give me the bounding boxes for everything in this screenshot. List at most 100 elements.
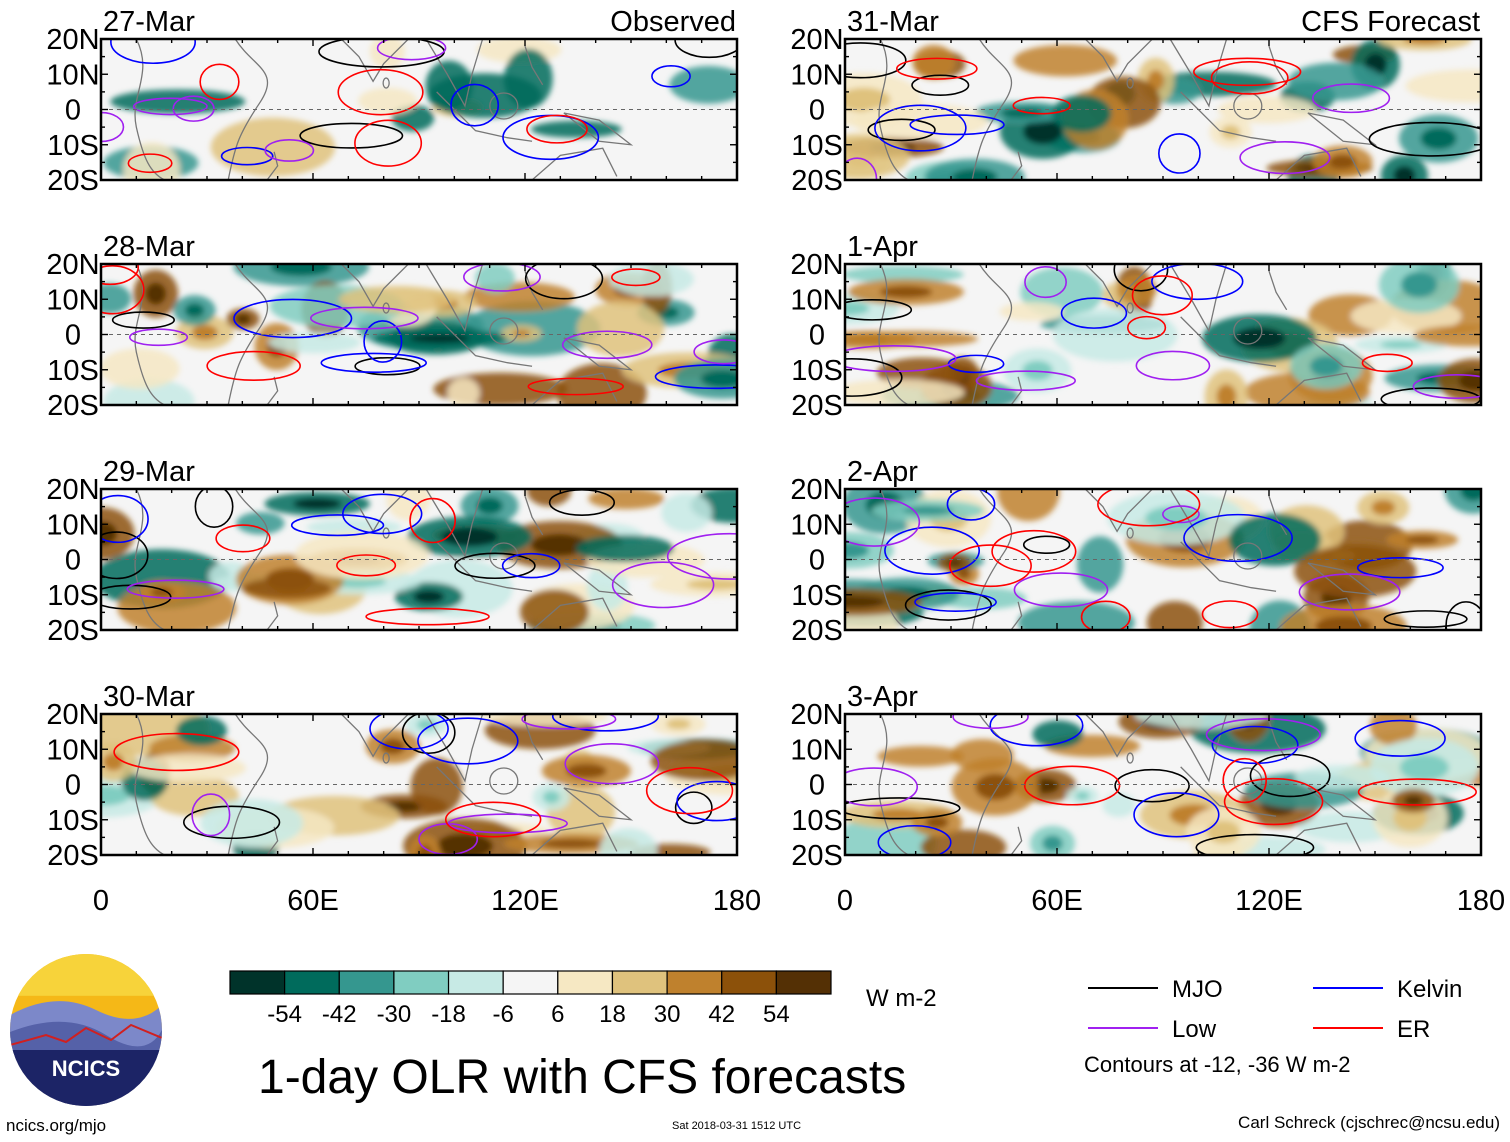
contour-low [1205, 718, 1322, 752]
contour-kelvin [233, 298, 353, 339]
contour-er [1131, 275, 1193, 316]
coast-madagascar [1010, 151, 1023, 180]
y-tick-label: 10S [47, 580, 99, 612]
contours [101, 489, 737, 626]
olr-blob-core [1420, 127, 1457, 150]
legend-label-kelvin: Kelvin [1397, 976, 1462, 1003]
contour-kelvin [654, 364, 737, 390]
coast-srilanka [1126, 752, 1134, 764]
contour-kelvin [501, 552, 561, 579]
contour-low [132, 97, 208, 116]
olr-blob-core [1328, 154, 1356, 170]
contour-kelvin [220, 146, 274, 166]
colorbar-swatch [393, 970, 450, 995]
olr-blob [427, 73, 542, 119]
coast-africa-east [227, 489, 268, 630]
colorbar-swatch [338, 970, 395, 995]
contour-er [1023, 765, 1121, 806]
contour-kelvin [989, 714, 1084, 747]
olr-blob [409, 835, 441, 855]
olr-shading [845, 714, 1481, 855]
contour-low [561, 330, 653, 360]
contour-low [666, 532, 737, 580]
olr-blob [845, 265, 964, 284]
contour-low [1412, 373, 1481, 400]
olr-blob [338, 285, 455, 314]
y-tick-label: 20N [790, 24, 843, 56]
olr-blob [1405, 69, 1481, 103]
contour-er [101, 264, 145, 315]
chart-title: 1-day OLR with CFS forecasts [258, 1051, 907, 1104]
contour-mjo [845, 299, 913, 321]
olr-blob-core [1042, 835, 1063, 852]
contour-er [1126, 315, 1167, 340]
footer-timestamp: Sat 2018-03-31 1512 UTC [672, 1120, 802, 1132]
coast-africa-east [971, 714, 1012, 855]
contour-er [1357, 778, 1477, 806]
contour-er [527, 377, 624, 396]
contour-kelvin [1211, 725, 1299, 765]
olr-blob [1228, 513, 1321, 567]
contour-mjo [867, 118, 936, 142]
logo-sun [10, 954, 162, 996]
olr-blob [1052, 307, 1178, 362]
colorbar-swatch [611, 970, 668, 995]
y-tick-label: 20N [46, 249, 99, 281]
contour-low [1298, 573, 1401, 611]
olr-blob [530, 120, 622, 138]
olr-blob-core [1458, 370, 1481, 391]
x-tick-label: 60E [287, 885, 339, 917]
coast-africa-west [878, 264, 909, 405]
olr-blob-core [1371, 499, 1395, 516]
olr-blob [1076, 536, 1124, 593]
y-tick-label: 20S [791, 390, 843, 422]
olr-blob [997, 489, 1060, 522]
olr-blob-core [666, 718, 691, 730]
coast-newguinea [563, 787, 634, 821]
olr-blob-core [380, 738, 406, 755]
olr-blob [101, 507, 135, 560]
contour-low [845, 767, 919, 807]
olr-blob-core [437, 833, 493, 855]
contour-kelvin [369, 714, 449, 750]
y-tick-label: 0 [809, 320, 825, 352]
coastlines [878, 39, 1378, 180]
x-tick-label: 120E [1235, 885, 1303, 917]
coast-philippines [524, 45, 544, 86]
contours-note: Contours at -12, -36 W m-2 [1084, 1052, 1351, 1077]
olr-blob-core [1403, 39, 1446, 45]
y-tick-label: 0 [809, 545, 825, 577]
coast-africa-west [134, 714, 165, 855]
contour-er [1223, 777, 1324, 826]
panel-date-label: 28-Mar [103, 231, 195, 263]
contour-er [611, 268, 661, 287]
olr-shading [845, 489, 1481, 630]
contour-low [521, 714, 617, 730]
contour-mjo [1368, 121, 1481, 157]
y-tick-label: 10N [46, 59, 99, 91]
olr-blob [1146, 601, 1203, 630]
olr-blob [661, 493, 712, 532]
contours [845, 42, 1481, 180]
olr-blob-core [1399, 754, 1449, 781]
coastlines [134, 489, 634, 630]
y-tick-label: 20S [791, 840, 843, 872]
y-tick-label: 10S [791, 805, 843, 837]
contours [845, 489, 1481, 630]
colorbar-swatch [284, 970, 340, 995]
coast-philippines [1268, 270, 1288, 311]
colorbar-label: -30 [377, 1001, 412, 1028]
footer-author: Carl Schreck (cjschrec@ncsu.edu) [1238, 1113, 1500, 1132]
colorbar-swatch [502, 970, 559, 995]
olr-blob [912, 44, 956, 80]
olr-blob [101, 283, 132, 314]
x-tick-label: 0 [837, 885, 853, 917]
colorbar-label: 42 [708, 1001, 735, 1028]
coast-borneo [1233, 542, 1263, 570]
contours [101, 264, 737, 396]
contour-mjo [845, 42, 907, 79]
olr-blob [1013, 44, 1118, 77]
y-tick-label: 10N [790, 734, 843, 766]
contour-er [1080, 600, 1131, 630]
